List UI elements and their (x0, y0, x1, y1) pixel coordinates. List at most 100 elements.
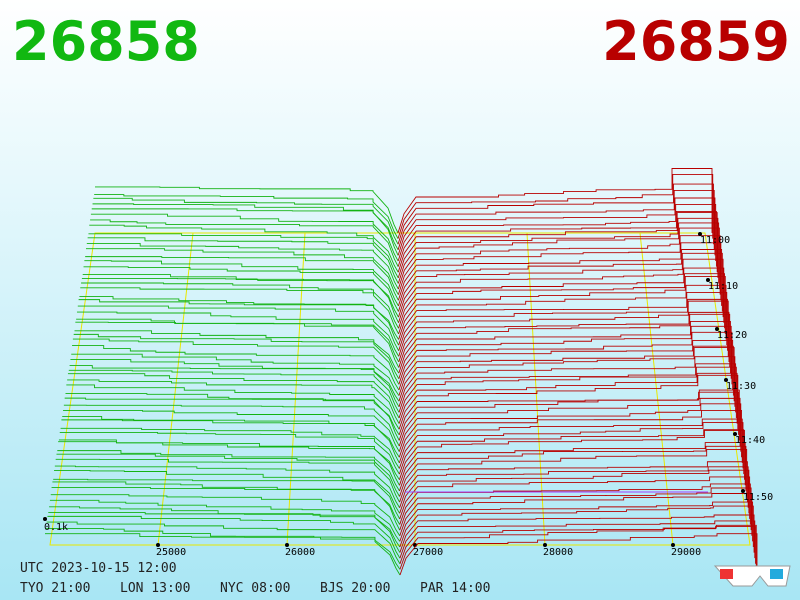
utc-time: UTC 2023-10-15 12:00 (20, 561, 177, 576)
bid-depth-line (94, 194, 399, 239)
time-label: 11:00 (700, 235, 730, 246)
bid-depth-line (58, 441, 400, 486)
tick-dot (156, 543, 160, 547)
ask-depth-line (399, 429, 745, 480)
ask-depth-line (398, 345, 734, 396)
price-label: 27000 (413, 547, 443, 558)
ask-depth-line (398, 339, 734, 391)
bid-depth-line (86, 242, 399, 290)
bid-depth-line (72, 338, 400, 385)
ask-depth-line (398, 356, 736, 407)
ask-depth-line (399, 520, 756, 559)
bid-depth-line (54, 470, 401, 514)
price-label: 28000 (543, 547, 573, 558)
ask-depth-line (398, 422, 744, 469)
tick-dot (43, 517, 47, 521)
ask-price: 26859 (602, 10, 790, 73)
ask-depth-line (397, 183, 714, 245)
bid-depth-line (90, 213, 399, 262)
bid-depth-line (69, 365, 400, 408)
bid-depth-line (93, 197, 399, 245)
bid-depth-line (77, 305, 400, 351)
bid-depth-line (64, 397, 400, 441)
ask-depth-line (399, 493, 753, 536)
bid-depth-line (53, 478, 401, 520)
clock-label: TYO 21:00 (20, 581, 90, 596)
ask-depth-line (398, 397, 741, 447)
ask-depth-line (399, 442, 746, 486)
bid-depth-line (73, 333, 400, 379)
ask-depth-line (397, 217, 719, 278)
ask-depth-line (399, 476, 751, 520)
bid-depth-line (67, 373, 400, 419)
bid-depth-line (84, 260, 399, 307)
price-grid-line (157, 232, 194, 546)
bid-depth-line (80, 287, 399, 335)
ask-depth-line (397, 227, 720, 290)
price-grid-line (286, 232, 306, 546)
ask-depth-line (398, 418, 743, 464)
price-label: 29000 (671, 547, 701, 558)
ask-depth-line (397, 212, 718, 273)
ask-depth-line (398, 389, 740, 441)
ask-depth-line (399, 524, 757, 570)
clock-label: LON 13:00 (120, 581, 190, 596)
price-label: 25000 (156, 547, 186, 558)
bid-depth-line (49, 506, 401, 548)
bid-depth-line (81, 282, 399, 329)
ask-depth-line (398, 273, 725, 329)
ask-depth-line (399, 505, 754, 548)
ask-depth-line (398, 363, 737, 413)
price-grid-line (639, 232, 674, 546)
bid-depth-line (78, 299, 400, 346)
time-label: 11:50 (743, 492, 773, 503)
bid-depth-line (85, 248, 399, 295)
bid-depth-line (92, 203, 399, 251)
ask-depth-line (399, 469, 750, 514)
ask-depth-line (397, 222, 720, 284)
bid-depth-line (71, 353, 400, 396)
ask-depth-line (399, 487, 752, 531)
bid-depth-line (48, 512, 401, 553)
ask-depth-line (397, 168, 713, 234)
bid-depth-line (82, 274, 399, 318)
tick-dot (285, 543, 289, 547)
clock-label: PAR 14:00 (420, 581, 490, 596)
ask-depth-line (397, 210, 717, 267)
bid-depth-line (87, 237, 399, 284)
bid-depth-line (72, 345, 400, 391)
depth-label: 0.1k (44, 522, 68, 533)
bid-depth-line (57, 450, 400, 492)
clock-label: NYC 08:00 (220, 581, 290, 596)
ask-depth-line (399, 514, 755, 553)
bid-depth-line (60, 427, 400, 469)
bid-depth-line (50, 494, 401, 536)
ask-depth-line (399, 445, 747, 492)
ask-depth-line (398, 429, 745, 475)
bid-depth-line (51, 486, 401, 531)
bid-depth-line (63, 404, 400, 447)
bid-depth-line (54, 465, 400, 508)
clock-label: BJS 20:00 (320, 581, 390, 596)
bid-depth-line (74, 330, 400, 374)
floor-outline (49, 232, 751, 546)
ask-depth-line (398, 409, 742, 458)
ask-depth-line (398, 403, 742, 452)
ask-depth-line (398, 331, 733, 385)
ask-depth-line (397, 242, 722, 301)
bid-depth-line (45, 533, 401, 576)
bid-depth-line (55, 458, 400, 503)
ask-depth-line (399, 501, 754, 542)
ask-depth-line (398, 347, 735, 402)
ask-depth-line (397, 235, 721, 295)
floor-grid (49, 232, 751, 547)
ask-depth-line (398, 311, 730, 363)
bid-depth-line (56, 453, 400, 497)
time-label: 11:40 (735, 435, 765, 446)
price-label: 26000 (285, 547, 315, 558)
ask-depth-line (398, 275, 726, 335)
bid-depth-line (81, 277, 399, 323)
bid-depth-line (49, 499, 401, 542)
